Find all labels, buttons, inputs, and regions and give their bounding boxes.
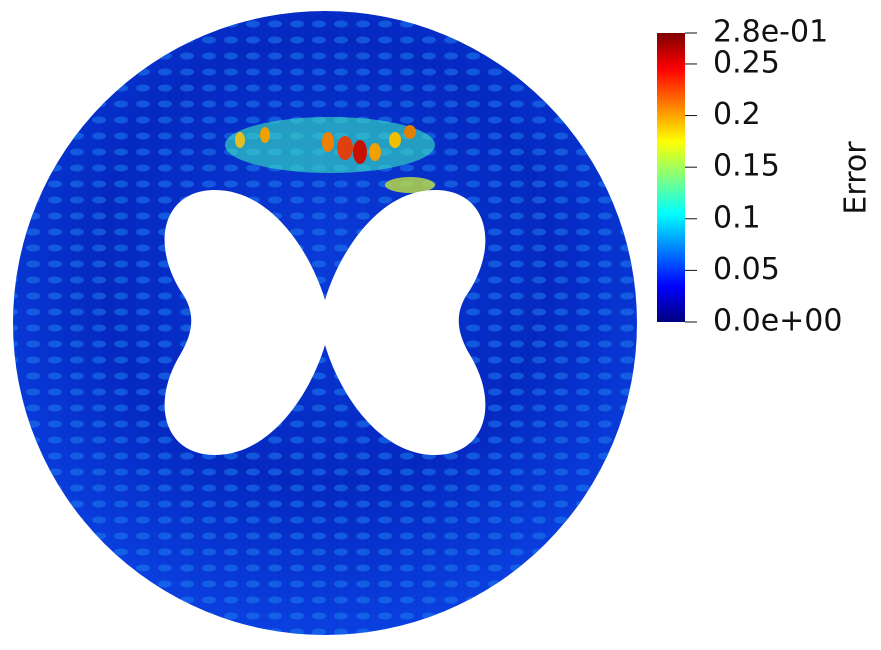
tick-label: 0.0e+00 <box>713 304 842 339</box>
tick-label: 0.1 <box>713 200 761 235</box>
colorbar-title: Error <box>839 141 874 215</box>
colorbar: Error 0.0e+00 0.05 0.1 0.15 0.2 0.252.8e-01 <box>657 15 874 339</box>
tick-label: 0.15 <box>713 149 780 184</box>
tick-label: 0.05 <box>713 252 780 287</box>
tick-label: 0.2 <box>713 97 761 132</box>
butterfly-hole <box>164 190 486 455</box>
high-error-region <box>225 117 435 193</box>
tick-label: 2.8e-01 <box>713 15 828 50</box>
tick-label: 0.25 <box>713 45 780 80</box>
field-plot <box>13 11 637 635</box>
colorbar-ramp <box>657 33 685 322</box>
